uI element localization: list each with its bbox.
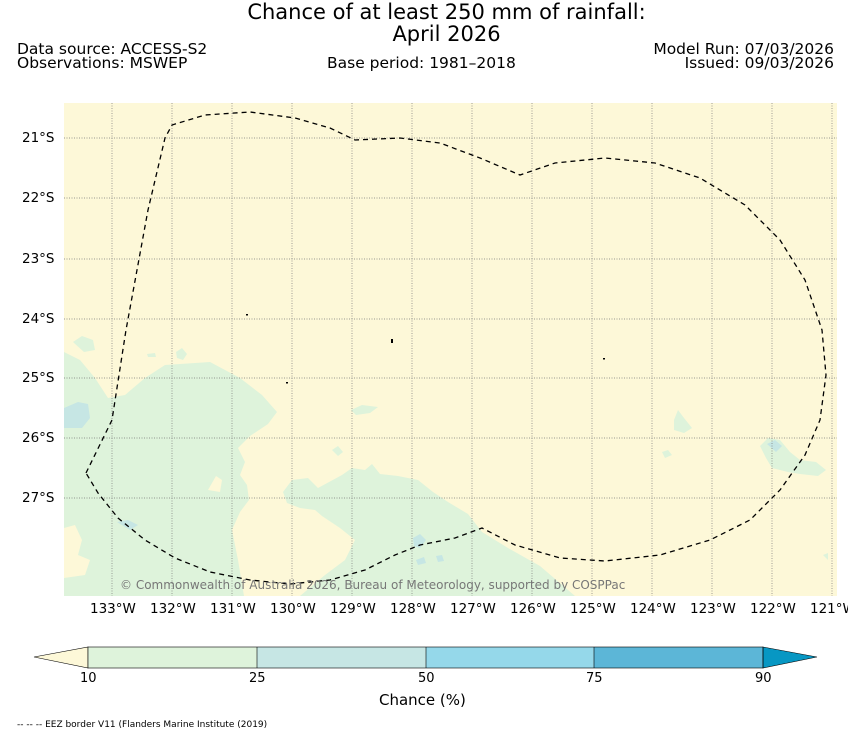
colorbar: [33, 646, 818, 669]
lat-label: 21°S: [22, 130, 55, 146]
chance-region-25-50: [64, 402, 90, 428]
chance-region-25-50: [413, 534, 426, 548]
colorbar-extend-high: [762, 646, 818, 669]
islands: [246, 314, 605, 384]
chance-region-10-25: [147, 353, 156, 357]
island-marker: [603, 358, 605, 360]
lon-label: 131°W: [210, 601, 256, 617]
colorbar-tick: 90: [755, 671, 772, 686]
chance-region-25-50: [416, 557, 426, 565]
lon-label: 125°W: [570, 601, 616, 617]
lat-label: 22°S: [22, 190, 55, 206]
colorbar-tick: 10: [80, 671, 97, 686]
colorbar-tick: 25: [249, 671, 266, 686]
lat-label: 24°S: [22, 311, 55, 327]
colorbar-segment-25-50: [257, 647, 426, 668]
map-title-line1: Chance of at least 250 mm of rainfall:: [247, 0, 646, 24]
island-marker: [246, 314, 248, 316]
lon-label: 121°W: [810, 601, 848, 617]
colorbar-segment-10-25: [88, 647, 257, 668]
eez-border: [85, 111, 827, 585]
colorbar-segment-75-90: [594, 647, 763, 668]
lat-label: 25°S: [22, 370, 55, 386]
chance-region-10-25: [662, 450, 672, 458]
lon-label: 132°W: [150, 601, 196, 617]
data-source-label: Data source: ACCESS-S2: [17, 40, 208, 58]
lon-label: 129°W: [330, 601, 376, 617]
chance-region-10-25: [64, 352, 277, 596]
lon-label: 126°W: [510, 601, 556, 617]
island-marker: [391, 339, 393, 343]
colorbar-label: Chance (%): [379, 691, 466, 709]
observations-label: Observations: MSWEP: [17, 54, 188, 72]
colorbar-extend-low: [33, 646, 89, 669]
chance-region-25-50: [436, 555, 444, 562]
chance-region-25-50: [767, 440, 782, 452]
below-10-region: [64, 525, 90, 578]
chance-region-10-25: [674, 410, 692, 433]
below-10-region: [208, 476, 222, 492]
lat-label: 23°S: [22, 251, 55, 267]
lon-label: 123°W: [690, 601, 736, 617]
lat-label: 27°S: [22, 490, 55, 506]
colorbar-tick: 75: [586, 671, 603, 686]
eez-footnote: -- -- -- EEZ border V11 (Flanders Marine…: [17, 720, 268, 730]
lon-label: 133°W: [90, 601, 136, 617]
lat-label: 26°S: [22, 430, 55, 446]
base-period-label: Base period: 1981–2018: [327, 54, 516, 72]
chance-region-10-25: [823, 553, 828, 560]
chance-region-10-25: [73, 336, 95, 352]
lon-label: 122°W: [750, 601, 796, 617]
lon-label: 127°W: [450, 601, 496, 617]
colorbar-segment-50-75: [426, 647, 594, 668]
lon-label: 128°W: [390, 601, 436, 617]
chance-region-10-25: [332, 446, 343, 456]
issued-label: Issued: 09/03/2026: [684, 54, 834, 72]
colorbar-frame: [87, 646, 764, 669]
lon-label: 124°W: [630, 601, 676, 617]
island-marker: [286, 382, 288, 384]
colorbar-tick: 50: [418, 671, 435, 686]
lon-label: 130°W: [270, 601, 316, 617]
chance-region-10-25: [283, 464, 575, 596]
copyright-notice: © Commonwealth of Australia 2026, Bureau…: [120, 578, 626, 592]
map-title-line2: April 2026: [392, 22, 501, 46]
chance-region-10-25: [176, 348, 187, 360]
model-run-label: Model Run: 07/03/2026: [653, 40, 834, 58]
chance-region-10-25: [351, 405, 378, 415]
